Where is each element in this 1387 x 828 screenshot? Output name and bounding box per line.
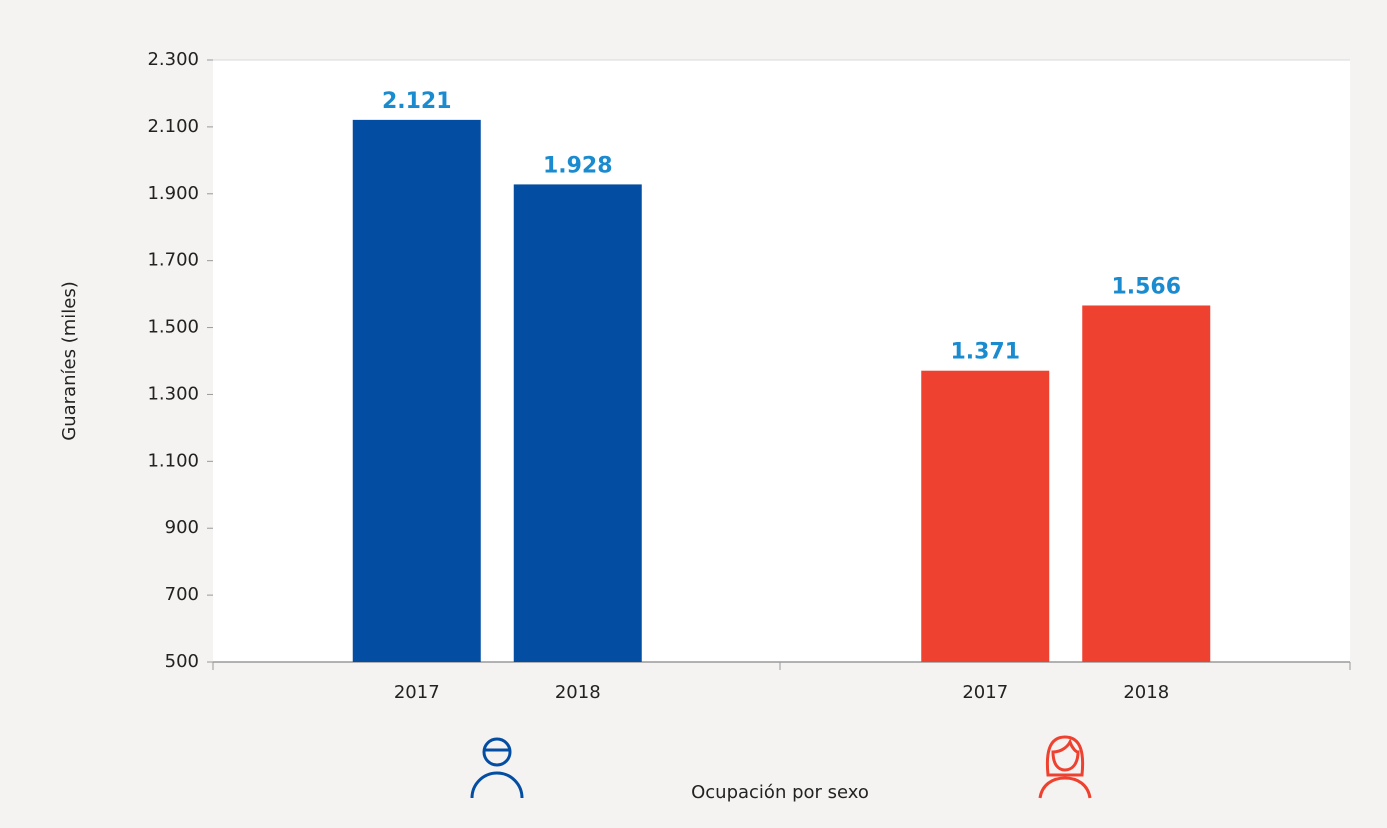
x-axis-label: Ocupación por sexo: [691, 782, 869, 803]
female-icon: [1038, 735, 1092, 799]
y-tick-label: 1.700: [147, 250, 199, 271]
value-label: 2.121: [382, 89, 452, 114]
y-tick-label: 500: [165, 651, 199, 672]
bar: [513, 184, 642, 662]
y-tick-label: 1.500: [147, 317, 199, 338]
bar: [921, 370, 1050, 662]
y-tick-label: 1.900: [147, 183, 199, 204]
y-tick-label: 900: [165, 517, 199, 538]
x-tick-label: 2017: [962, 682, 1008, 703]
male-icon: [470, 737, 524, 799]
y-tick-label: 2.100: [147, 116, 199, 137]
y-tick-label: 700: [165, 584, 199, 605]
bar: [1082, 305, 1211, 662]
x-tick-label: 2017: [394, 682, 440, 703]
y-tick-label: 2.300: [147, 49, 199, 70]
x-tick-label: 2018: [555, 682, 601, 703]
y-tick-label: 1.300: [147, 383, 199, 404]
x-tick-label: 2018: [1123, 682, 1169, 703]
value-label: 1.928: [543, 153, 613, 178]
value-label: 1.371: [950, 340, 1020, 365]
y-axis-label: Guaraníes (miles): [59, 281, 80, 440]
y-tick-label: 1.100: [147, 450, 199, 471]
bar: [352, 119, 481, 663]
value-label: 1.566: [1111, 274, 1181, 299]
